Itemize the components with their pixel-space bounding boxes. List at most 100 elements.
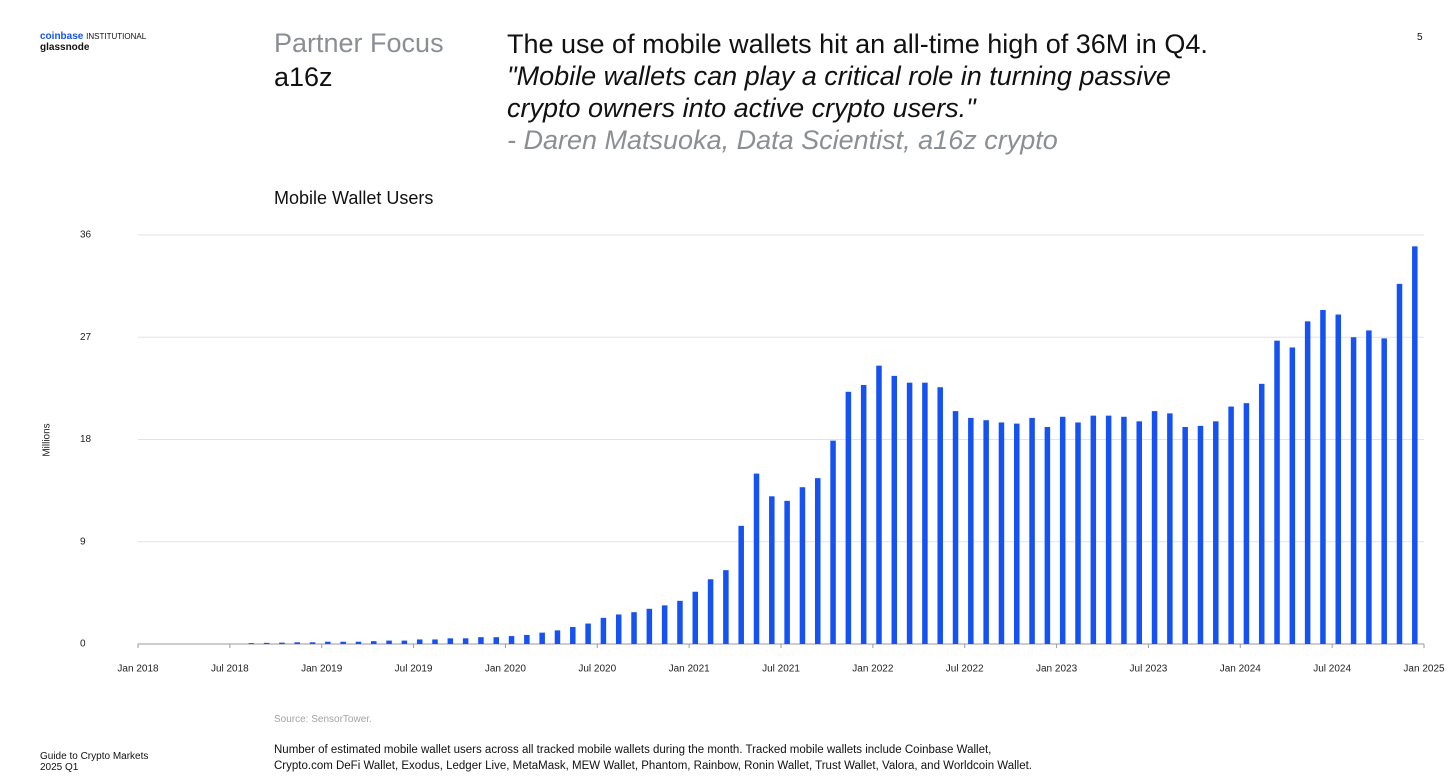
bar [279, 642, 285, 644]
x-tick-label: Jan 2023 [1036, 664, 1078, 675]
bar [447, 638, 454, 644]
x-tick-label: Jan 2018 [117, 664, 159, 675]
bar [1274, 340, 1280, 644]
bar [983, 420, 989, 644]
bar [401, 640, 408, 644]
bar [922, 382, 928, 644]
bar [1381, 338, 1387, 644]
bar [371, 641, 377, 644]
bar [462, 638, 469, 644]
x-tick-label: Jul 2019 [395, 664, 433, 675]
y-tick-label: 27 [80, 332, 92, 343]
logo-glassnode: glassnode [40, 42, 90, 53]
bar [1320, 309, 1326, 644]
bar [753, 473, 760, 644]
bar [707, 579, 714, 644]
bar [294, 642, 300, 644]
bar [968, 417, 974, 644]
bar [1014, 423, 1020, 644]
bar [539, 632, 545, 644]
bar [554, 630, 561, 644]
x-tick-label: Jan 2025 [1403, 664, 1445, 675]
bar [585, 623, 591, 644]
logo: coinbase INSTITUTIONAL glassnode [40, 31, 146, 53]
x-tick-label: Jan 2021 [669, 664, 711, 675]
bar [1304, 321, 1311, 644]
source: Source: SensorTower. [274, 714, 372, 725]
bar [570, 626, 576, 644]
bar [1075, 422, 1081, 644]
bar [876, 365, 882, 644]
bar [1335, 314, 1342, 644]
bar [263, 642, 270, 644]
headline: The use of mobile wallets hit an all-tim… [507, 29, 1208, 59]
y-axis-label: Millions [42, 423, 53, 456]
bar [1167, 413, 1173, 644]
x-tick-label: Jan 2024 [1220, 664, 1262, 675]
bar [769, 496, 775, 644]
bar [355, 641, 362, 644]
section: Partner Focus [274, 28, 444, 58]
bar [723, 570, 729, 644]
report-period: 2025 Q1 [40, 762, 79, 773]
quote-line: "Mobile wallets can play a critical role… [507, 61, 1171, 91]
bar [416, 639, 423, 644]
bar [631, 612, 637, 644]
bar [1213, 421, 1219, 644]
bar [661, 605, 668, 644]
bar [248, 643, 255, 644]
bar [830, 440, 836, 644]
bar [1044, 427, 1051, 644]
bar [1412, 246, 1418, 644]
bar [937, 387, 943, 644]
bar [906, 382, 913, 644]
bar [784, 500, 790, 644]
y-tick-label: 0 [80, 639, 86, 650]
bar [615, 614, 622, 644]
bar [998, 422, 1005, 644]
bar [1243, 403, 1250, 644]
bar [325, 641, 331, 644]
bar [692, 591, 699, 644]
bar [1090, 415, 1097, 644]
bar [493, 637, 499, 644]
description-line: Number of estimated mobile wallet users … [274, 744, 992, 756]
quote-line: crypto owners into active crypto users." [507, 93, 976, 123]
bar [814, 478, 821, 644]
x-tick-label: Jan 2019 [301, 664, 343, 675]
bar [1366, 330, 1372, 644]
bar [309, 642, 316, 644]
chart-title: Mobile Wallet Users [274, 188, 434, 208]
bar [738, 525, 744, 644]
bar [1258, 383, 1265, 644]
bar [386, 640, 392, 644]
page-number: 5 [1417, 32, 1423, 43]
bar [1396, 283, 1403, 644]
bar [952, 411, 959, 644]
y-tick-label: 9 [80, 536, 86, 547]
bar [1289, 347, 1296, 644]
bar [1228, 406, 1234, 644]
x-tick-label: Jul 2024 [1313, 664, 1351, 675]
bar [478, 637, 484, 644]
bar [600, 617, 607, 644]
x-tick-label: Jan 2022 [852, 664, 894, 675]
bar [799, 487, 806, 644]
bar [1182, 427, 1188, 644]
logo-coinbase: coinbase [40, 31, 84, 42]
report: Guide to Crypto Markets 2025 Q1 [40, 751, 148, 773]
bar [1151, 411, 1158, 644]
headline-block: The use of mobile wallets hit an all-tim… [507, 28, 1208, 156]
chart: Millions 0 9 18 27 36 Jan 2018 Jul 2018 Jan 201… [42, 230, 1445, 675]
bar [1029, 417, 1035, 644]
bar [340, 641, 346, 644]
bar [860, 384, 867, 644]
bar [508, 636, 515, 644]
bar [524, 634, 530, 644]
bar [1121, 416, 1127, 644]
report-name: Guide to Crypto Markets [40, 751, 149, 762]
x-tick-label: Jul 2022 [946, 664, 984, 675]
bar [1105, 415, 1112, 644]
bar [891, 375, 898, 644]
